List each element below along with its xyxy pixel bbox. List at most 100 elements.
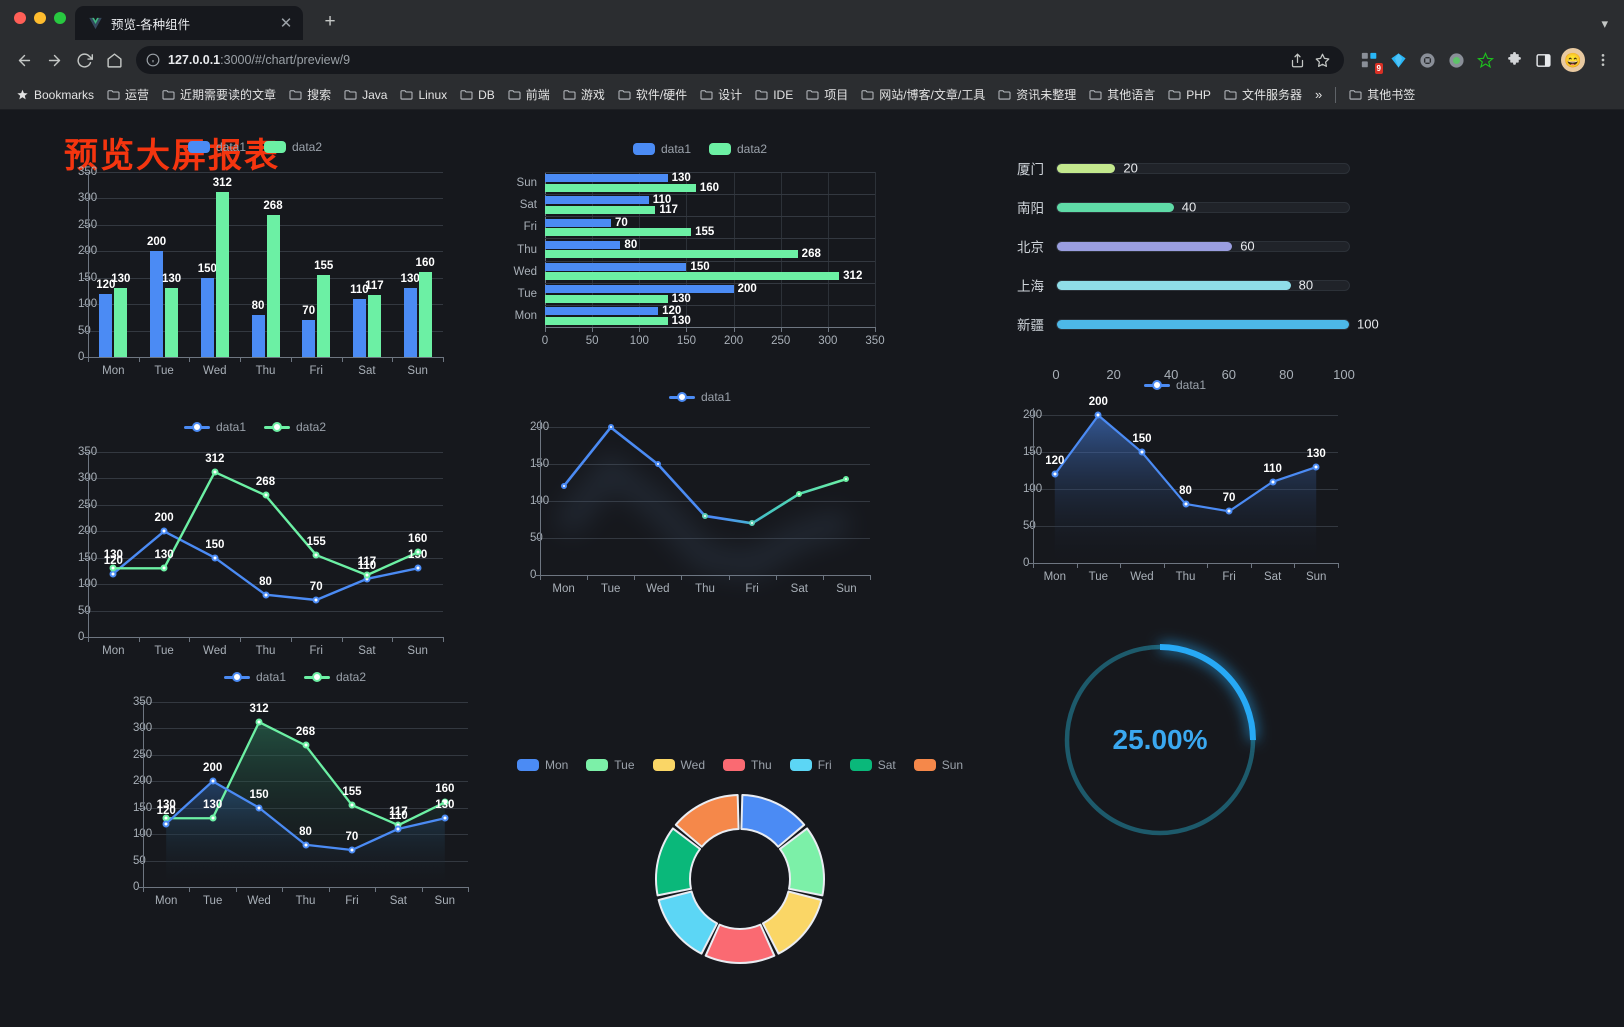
- donut-slice[interactable]: [655, 827, 702, 897]
- bookmark-item[interactable]: 网站/博客/文章/工具: [855, 83, 991, 106]
- other-bookmarks-item[interactable]: 其他书签: [1343, 83, 1421, 106]
- bookmark-item[interactable]: 近期需要读的文章: [156, 83, 282, 106]
- progress-track[interactable]: 40: [1056, 200, 1350, 215]
- bar[interactable]: [418, 272, 432, 357]
- bar[interactable]: [545, 218, 611, 227]
- puzzle-blue-icon[interactable]: 9: [1358, 49, 1383, 74]
- legend-item[interactable]: Thu: [723, 758, 772, 772]
- home-button[interactable]: [100, 46, 128, 74]
- bar[interactable]: [545, 262, 687, 271]
- share-icon[interactable]: [1290, 53, 1305, 68]
- bookmark-item[interactable]: 软件/硬件: [612, 83, 693, 106]
- command-icon[interactable]: [1416, 49, 1438, 71]
- legend-item[interactable]: data2: [304, 670, 366, 684]
- bookmark-item[interactable]: 游戏: [557, 83, 611, 106]
- new-tab-button[interactable]: +: [324, 10, 336, 32]
- bar[interactable]: [165, 288, 179, 357]
- bar[interactable]: [545, 174, 668, 183]
- legend-item[interactable]: Sat: [849, 758, 896, 772]
- donut-slice[interactable]: [778, 827, 825, 897]
- green-star-icon[interactable]: [1474, 49, 1496, 71]
- address-bar[interactable]: 127.0.0.1:3000/#/chart/preview/9: [136, 46, 1344, 74]
- bar[interactable]: [545, 285, 734, 294]
- bar[interactable]: [545, 205, 656, 214]
- legend-item[interactable]: data1: [1143, 378, 1206, 392]
- legend-item[interactable]: data2: [264, 140, 322, 154]
- bar[interactable]: [403, 288, 417, 357]
- bar[interactable]: [215, 192, 229, 357]
- bookmark-item[interactable]: IDE: [749, 85, 799, 105]
- diamond-icon[interactable]: [1387, 49, 1409, 71]
- minimize-window-button[interactable]: [34, 12, 46, 24]
- window-controls[interactable]: [14, 12, 66, 24]
- bar[interactable]: [150, 251, 164, 357]
- bookmark-item[interactable]: 搜索: [283, 83, 337, 106]
- bookmark-item[interactable]: 文件服务器: [1218, 83, 1308, 106]
- bookmark-item[interactable]: PHP: [1162, 85, 1217, 105]
- bar[interactable]: [99, 293, 113, 357]
- puzzle-icon[interactable]: [1503, 49, 1525, 71]
- donut-slice[interactable]: [761, 890, 823, 955]
- info-circle-icon[interactable]: [146, 53, 160, 67]
- legend-item[interactable]: data2: [709, 142, 767, 156]
- progress-track[interactable]: 20: [1056, 161, 1350, 176]
- legend-item[interactable]: Mon: [516, 758, 568, 772]
- bookmark-item[interactable]: 其他语言: [1083, 83, 1161, 106]
- bar[interactable]: [545, 240, 621, 249]
- legend-item[interactable]: data1: [183, 420, 246, 434]
- legend-item[interactable]: data1: [187, 140, 246, 154]
- legend-item[interactable]: Tue: [586, 758, 635, 772]
- legend-item[interactable]: data1: [223, 670, 286, 684]
- progress-track[interactable]: 100: [1056, 317, 1379, 332]
- bar[interactable]: [114, 288, 128, 357]
- bar[interactable]: [545, 272, 840, 281]
- bookmark-item[interactable]: 设计: [694, 83, 748, 106]
- bar[interactable]: [251, 314, 265, 357]
- donut-slice[interactable]: [704, 923, 776, 964]
- bookmarks-overflow-button[interactable]: »: [1314, 87, 1323, 102]
- bookmark-item[interactable]: 资讯未整理: [992, 83, 1082, 106]
- back-button[interactable]: [10, 46, 38, 74]
- bar[interactable]: [545, 196, 649, 205]
- bar[interactable]: [545, 294, 668, 303]
- star-icon[interactable]: [1315, 53, 1330, 68]
- bar[interactable]: [545, 316, 668, 325]
- bar[interactable]: [317, 275, 331, 357]
- close-window-button[interactable]: [14, 12, 26, 24]
- bookmark-item[interactable]: Bookmarks: [10, 85, 100, 105]
- bar[interactable]: [367, 295, 381, 357]
- bookmark-item[interactable]: DB: [454, 85, 501, 105]
- legend-item[interactable]: data1: [632, 142, 691, 156]
- chevron-down-icon[interactable]: ▾: [1601, 16, 1608, 31]
- progress-track[interactable]: 80: [1056, 278, 1350, 293]
- three-dot-menu-icon[interactable]: [1592, 49, 1614, 71]
- maximize-window-button[interactable]: [54, 12, 66, 24]
- bar[interactable]: [545, 250, 798, 259]
- bar[interactable]: [302, 320, 316, 357]
- legend-item[interactable]: data1: [668, 390, 731, 404]
- forward-button[interactable]: [40, 46, 68, 74]
- donut-svg[interactable]: [649, 788, 831, 970]
- donut-slice[interactable]: [674, 794, 740, 848]
- legend-item[interactable]: Wed: [652, 758, 705, 772]
- bookmark-item[interactable]: 项目: [800, 83, 854, 106]
- bookmark-item[interactable]: Java: [338, 85, 393, 105]
- legend-item[interactable]: Sun: [913, 758, 963, 772]
- bar[interactable]: [266, 215, 280, 357]
- progress-track[interactable]: 60: [1056, 239, 1350, 254]
- sidepanel-icon[interactable]: [1532, 49, 1554, 71]
- browser-tab[interactable]: 预览-各种组件 ✕: [75, 6, 303, 40]
- avatar[interactable]: 😄: [1561, 48, 1585, 72]
- bar[interactable]: [545, 228, 692, 237]
- bar[interactable]: [352, 298, 366, 357]
- reload-button[interactable]: [70, 46, 98, 74]
- bar[interactable]: [200, 277, 214, 357]
- green-dot-icon[interactable]: [1445, 49, 1467, 71]
- close-tab-button[interactable]: ✕: [279, 14, 293, 32]
- legend-item[interactable]: data2: [264, 420, 326, 434]
- bar[interactable]: [545, 307, 659, 316]
- donut-slice[interactable]: [740, 794, 806, 848]
- donut-slice[interactable]: [657, 890, 719, 955]
- bookmark-item[interactable]: Linux: [394, 85, 453, 105]
- bookmark-item[interactable]: 运营: [101, 83, 155, 106]
